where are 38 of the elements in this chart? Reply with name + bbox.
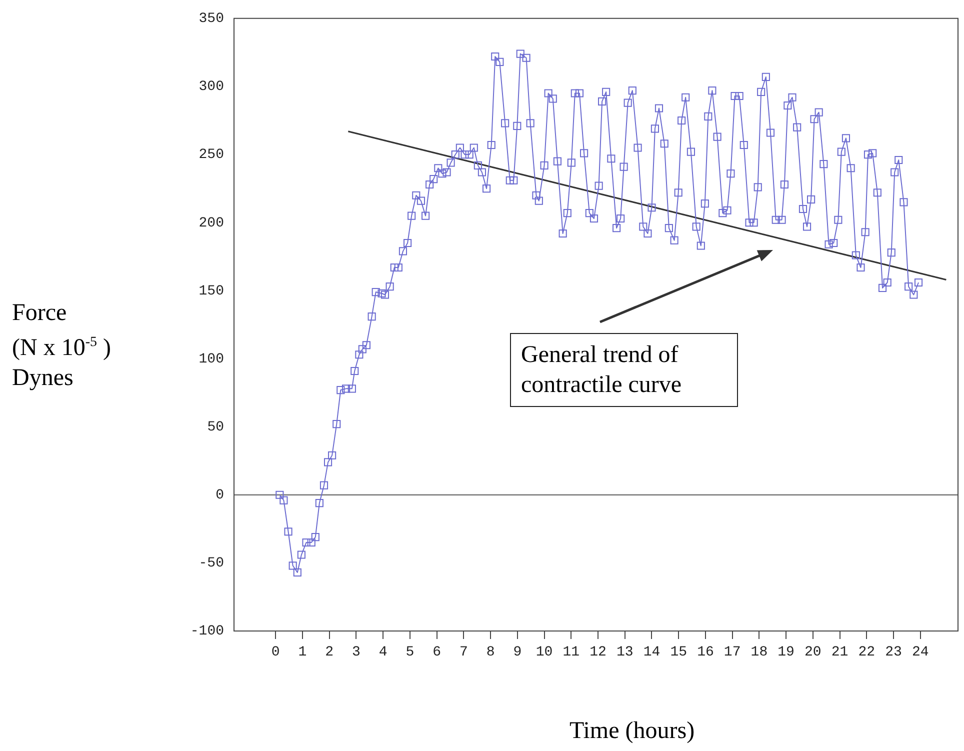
- x-tick-label: 21: [831, 644, 848, 661]
- x-tick-label: 8: [486, 644, 495, 661]
- x-tick-label: 1: [298, 644, 307, 661]
- x-axis-title: Time (hours): [568, 718, 696, 745]
- x-tick-label: 6: [432, 644, 442, 661]
- x-tick-label: 20: [804, 644, 822, 661]
- x-tick-label: 11: [562, 644, 580, 661]
- y-tick-label: 350: [198, 11, 224, 28]
- y-tick-label: 200: [198, 215, 224, 232]
- x-tick-label: 7: [459, 644, 468, 661]
- x-tick-label: 15: [670, 644, 688, 661]
- x-tick-label: 14: [643, 644, 660, 661]
- y-tick-label: 50: [207, 420, 224, 436]
- x-tick-label: 18: [750, 644, 768, 661]
- x-tick-label: 0: [271, 644, 280, 661]
- annotation: General trend of contractile curve: [510, 333, 738, 407]
- y-tick-label: 150: [198, 283, 224, 300]
- x-tick-label: 12: [590, 644, 606, 661]
- y-tick-label: -50: [198, 556, 224, 572]
- y-tick-label: 300: [198, 79, 224, 96]
- x-tick-label: 10: [536, 644, 553, 661]
- x-tick-label: 9: [513, 644, 522, 661]
- y-tick-label: 0: [216, 488, 224, 504]
- x-tick-label: 22: [858, 644, 876, 661]
- x-tick-label: 5: [406, 644, 414, 661]
- x-tick-label: 3: [352, 644, 360, 661]
- x-tick-label: 24: [912, 644, 929, 661]
- x-tick-label: 17: [724, 644, 741, 661]
- y-tick-label: 100: [198, 351, 224, 368]
- y-tick-label: 250: [198, 147, 224, 164]
- text: Force (N x 10$^{-5}$ ) Dynes: [12, 300, 111, 391]
- x-tick-label: 4: [378, 644, 388, 661]
- x-tick-label: 19: [778, 644, 794, 661]
- x-tick-label: 2: [325, 644, 334, 661]
- y-tick-label: -100: [190, 624, 224, 640]
- x-tick-label: 13: [616, 644, 634, 661]
- x-tick-label: 16: [697, 644, 714, 661]
- x-tick-label: 23: [885, 644, 902, 661]
